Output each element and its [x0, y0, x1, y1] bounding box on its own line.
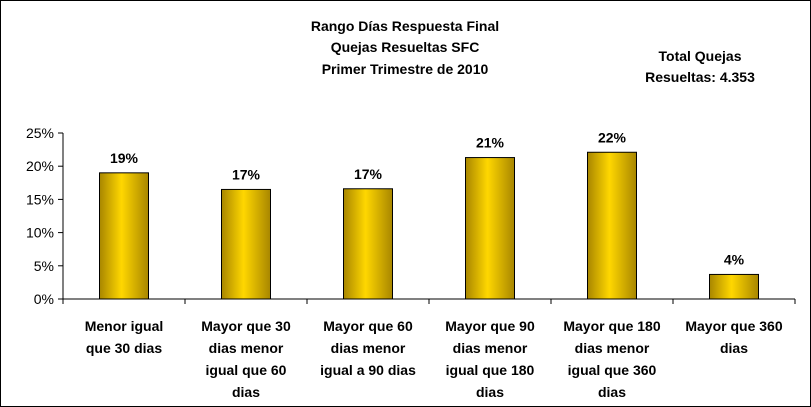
x-category-label: que 30 dias: [86, 340, 162, 356]
y-tick-label: 10%: [26, 225, 54, 241]
bar: [221, 188, 271, 300]
x-category-label: igual que 360: [568, 362, 657, 378]
total-annotation-line-2: Resueltas: 4.353: [645, 69, 755, 85]
x-category-label: igual que 180: [446, 362, 535, 378]
data-label: 22%: [598, 129, 627, 145]
x-category-label: Menor igual: [85, 318, 164, 334]
x-category-label: dias menor: [331, 340, 406, 356]
chart-title-line-1: Rango Días Respuesta Final: [311, 18, 499, 34]
data-label: 19%: [110, 150, 139, 166]
x-category-label: dias: [232, 384, 260, 400]
x-category-label: Mayor que 180: [563, 318, 660, 334]
bar: [99, 172, 149, 300]
data-label: 21%: [476, 135, 505, 151]
data-label: 17%: [354, 166, 383, 182]
x-category-label: Mayor que 360: [685, 318, 782, 334]
x-category-label: dias: [476, 384, 504, 400]
bar: [587, 151, 637, 300]
x-category-label: dias menor: [209, 340, 284, 356]
bar: [465, 157, 515, 300]
total-annotation-line-1: Total Quejas: [659, 48, 742, 64]
axes: 0% 5% 10% 15% 20% 25%: [26, 125, 796, 307]
x-category-label: Mayor que 90: [445, 318, 535, 334]
chart-title-line-2: Quejas Resueltas SFC: [331, 39, 480, 55]
x-category-label: dias: [720, 340, 748, 356]
y-tick-label: 25%: [26, 125, 54, 141]
y-tick-label: 20%: [26, 158, 54, 174]
x-category-label: dias menor: [453, 340, 528, 356]
y-tick-label: 0%: [34, 291, 54, 307]
labels-group: 19% Menor igual que 30 dias 17% Mayor que 30…: [85, 129, 783, 400]
bar: [343, 188, 393, 300]
x-category-label: igual que 60: [206, 362, 287, 378]
x-category-label: igual a 90 dias: [320, 362, 416, 378]
chart-title-line-3: Primer Trimestre de 2010: [322, 61, 489, 77]
x-category-label: dias: [598, 384, 626, 400]
bars-group: [99, 151, 759, 300]
x-category-label: dias menor: [575, 340, 650, 356]
x-category-label: Mayor que 30: [201, 318, 291, 334]
y-tick-label: 15%: [26, 191, 54, 207]
x-category-label: Mayor que 60: [323, 318, 413, 334]
data-label: 4%: [724, 251, 745, 267]
data-label: 17%: [232, 166, 261, 182]
bar: [709, 273, 759, 300]
y-tick-label: 5%: [34, 258, 54, 274]
